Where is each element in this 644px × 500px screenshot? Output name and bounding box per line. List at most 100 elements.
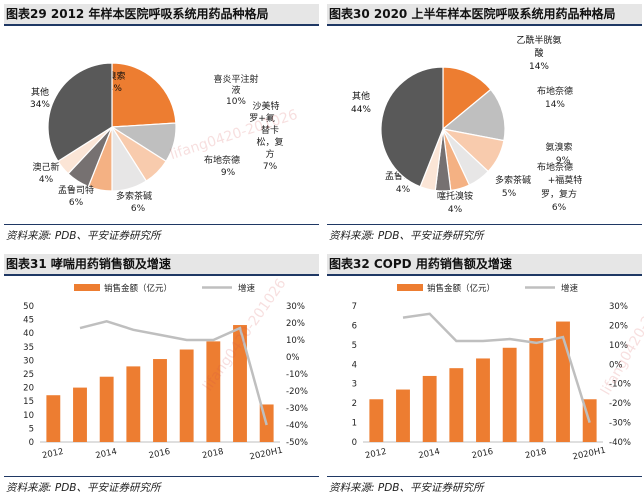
bar	[206, 341, 221, 442]
pie-slice-percent: 44%	[351, 105, 371, 115]
legend-bar-label: 销售金额（亿元）	[427, 283, 495, 294]
legend-bar-label: 销售金额（亿元）	[104, 283, 172, 294]
y2-tick-label: -40%	[286, 421, 308, 431]
pie-slice-label: 其他	[31, 86, 49, 98]
y2-tick-label: -30%	[286, 404, 308, 414]
pie-slice-percent: 6%	[131, 204, 146, 214]
pie-slice-percent: 5%	[502, 189, 517, 199]
pie-slice-label: 氨溴索	[545, 141, 572, 153]
pie-slice-label: 澳己新	[32, 161, 59, 173]
panel-chart-29: 图表29 2012 年样本医院呼吸系统用药品种格局 氨溴索24%喜炎平注射液10…	[4, 4, 319, 244]
source-note: 资料来源: PDB、平安证券研究所	[329, 482, 484, 494]
bar	[476, 358, 490, 442]
pie-slice-label: 多索茶碱	[116, 190, 152, 202]
source-rule	[4, 476, 319, 477]
x-tick-label: 2016	[471, 447, 494, 461]
y-tick-label: 5	[352, 341, 357, 351]
bar	[99, 376, 114, 442]
pie-slice-label: 酸	[534, 48, 543, 59]
pie-slice-percent: 4%	[39, 175, 54, 185]
y2-tick-label: -40%	[609, 438, 631, 448]
y2-tick-label: -10%	[286, 370, 308, 380]
pie-slice-label: +福莫特	[548, 174, 583, 186]
bar	[396, 389, 410, 442]
source-note: 资料来源: PDB、平安证券研究所	[6, 482, 161, 494]
pie-slice-label: 乙酰半胱氨	[516, 34, 561, 46]
pie-slice-label: 罗+氟	[249, 112, 275, 124]
y-tick-label: 20	[23, 384, 34, 394]
x-tick-label: 2014	[418, 447, 441, 461]
pie-slice-label: 沙美特	[252, 100, 279, 112]
y-tick-label: 30	[23, 356, 34, 366]
y2-tick-label: 20%	[286, 319, 305, 329]
pie-slice-percent: 14%	[545, 100, 565, 110]
x-tick-label: 2014	[95, 447, 118, 461]
y2-tick-label: 10%	[609, 341, 628, 351]
y2-tick-label: 30%	[609, 302, 628, 312]
legend-bar-swatch	[74, 284, 100, 291]
y-tick-label: 0	[352, 438, 357, 448]
y-tick-label: 40	[23, 329, 34, 339]
bar	[449, 368, 464, 442]
bar	[179, 349, 194, 442]
y-tick-label: 4	[352, 360, 357, 370]
pie-slice-percent: 7%	[263, 162, 278, 172]
legend-bar-swatch	[397, 284, 423, 291]
y2-tick-label: 0%	[609, 360, 623, 370]
chart-title: 图表30 2020 上半年样本医院呼吸系统用药品种格局	[327, 4, 642, 26]
pie-slice-label: 罗，复方	[541, 188, 577, 200]
y2-tick-label: -20%	[286, 387, 308, 397]
source-rule	[327, 476, 642, 477]
y-tick-label: 0	[29, 438, 34, 448]
y2-tick-label: 20%	[609, 321, 628, 331]
pie-slice-label: 喜炎平注射	[213, 73, 258, 85]
bar	[153, 359, 167, 442]
combo-chart-31: 销售金额（亿元） 增速 0 5 10 15 20 25 30 35 40 45 50 -50% -40% -3…	[23, 283, 308, 462]
pie-chart-29: 氨溴索24%喜炎平注射液10%沙美特罗+氟替卡松，复方7%布地奈德9%多索茶碱6…	[30, 62, 284, 214]
bar	[126, 366, 141, 442]
source-note: 资料来源: PDB、平安证券研究所	[329, 230, 484, 242]
pie-slice-label: 松，复	[256, 136, 283, 148]
pie-slice-percent: 4%	[396, 185, 411, 195]
chart-title: 图表31 哮喘用药销售额及增速	[4, 254, 319, 276]
y-tick-label: 5	[29, 424, 34, 434]
pie-slice-percent: 10%	[226, 97, 246, 107]
pie-slice-percent: 4%	[448, 205, 463, 215]
source-note: 资料来源: PDB、平安证券研究所	[6, 230, 161, 242]
pie-slice-label: 布地奈德	[537, 85, 573, 97]
y-tick-label: 35	[23, 343, 34, 353]
pie-slice-label: 多索茶碱	[495, 174, 531, 186]
y2-tick-label: 10%	[286, 336, 305, 346]
pie-slice-label: 孟鲁司特	[58, 184, 94, 196]
y2-tick-label: -10%	[609, 380, 631, 390]
pie-slice-label: 替卡	[261, 124, 279, 136]
y-tick-label: 1	[352, 419, 357, 429]
pie-slice	[47, 62, 113, 163]
bar	[46, 395, 61, 442]
x-tick-label: 2018	[524, 447, 547, 461]
bar	[369, 399, 384, 442]
y-tick-label: 2	[352, 399, 357, 409]
y-tick-label: 10	[23, 411, 34, 421]
source-rule	[4, 224, 319, 225]
y-tick-label: 6	[352, 321, 357, 331]
pie-chart-30: 乙酰半胱氨酸14%布地奈德14%氨溴索9%布地奈德+福莫特罗，复方6%多索茶碱5…	[351, 34, 583, 215]
pie-slice-percent: 6%	[69, 198, 84, 208]
panel-chart-31: 图表31 哮喘用药销售额及增速 销售金额（亿元） 增速 0 5 10 15 20 25 30 35…	[4, 254, 319, 496]
y2-tick-label: 0%	[286, 353, 300, 363]
y-tick-label: 7	[352, 302, 357, 312]
y2-tick-label: -50%	[286, 438, 308, 448]
chart-title: 图表32 COPD 用药销售额及增速	[327, 254, 642, 276]
panel-chart-30: 图表30 2020 上半年样本医院呼吸系统用药品种格局 乙酰半胱氨酸 14% 布地奈…	[327, 4, 642, 244]
bar	[422, 375, 437, 442]
growth-line	[79, 320, 268, 426]
bar	[73, 387, 87, 442]
y2-tick-label: -30%	[609, 419, 631, 429]
pie-slice-label: 液	[231, 84, 240, 96]
pie-slice-percent: 6%	[552, 203, 567, 213]
pie-slice-label: 布地奈德	[204, 154, 240, 166]
bar	[233, 325, 247, 442]
x-tick-label: 2012	[41, 447, 64, 461]
x-tick-label: 2018	[201, 447, 224, 461]
chart-title: 图表29 2012 年样本医院呼吸系统用药品种格局	[4, 4, 319, 26]
